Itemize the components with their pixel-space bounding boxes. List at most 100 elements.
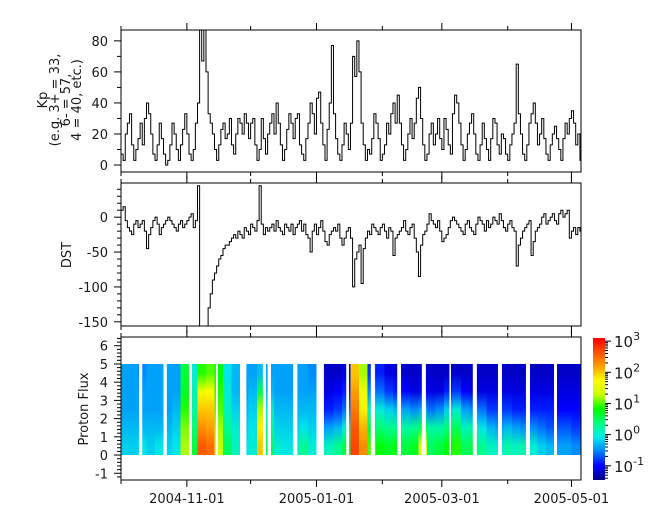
spectrogram-column	[129, 363, 139, 456]
spectrogram-column	[486, 363, 496, 456]
colorbar-tick-exponent: -1	[633, 455, 644, 468]
y-tick-label: 4	[100, 376, 108, 391]
x-tick-label: 2005-03-01	[404, 492, 480, 507]
colorbar-tick-base: 10	[614, 395, 633, 413]
panel-kp: 0 20 40 60 80 Kp(e.g. 3+ = 33,6- = 57,4 = 40,…	[36, 23, 582, 179]
y-tick-label: -1	[95, 467, 108, 482]
data-gap	[370, 362, 375, 457]
data-gap	[449, 362, 451, 457]
spectrogram-column	[154, 363, 165, 456]
y-tick-label: 40	[91, 97, 108, 112]
spectrogram-column	[503, 363, 513, 456]
data-gap	[188, 362, 193, 457]
plot-frame	[120, 29, 582, 173]
dst-series-line	[121, 185, 581, 326]
spectrogram-column	[460, 363, 471, 456]
y-tick-label: 80	[91, 35, 108, 50]
spectrogram-column	[528, 363, 539, 456]
spectrogram-column	[307, 363, 318, 456]
spectrogram-column	[537, 363, 547, 456]
spectrogram-column	[452, 363, 462, 456]
y-tick-label: 3	[100, 394, 108, 409]
panel-proton-flux: -1 0 1 2 3 4 5 6 Proton Flux	[77, 330, 582, 487]
spectrogram-column	[511, 363, 522, 456]
y-axis-title-line: (e.g. 3+ = 33,	[48, 54, 63, 147]
spectrogram-column	[197, 363, 207, 456]
panel-dst: -150 -100 -50 0 DST	[60, 176, 582, 333]
spectrogram-column	[205, 363, 216, 456]
data-gap	[525, 362, 531, 457]
colorbar-tick-base: 10	[614, 458, 633, 476]
spectrogram-column	[333, 363, 343, 456]
data-gap	[316, 362, 324, 457]
colorbar-tick-label: 10-1	[614, 455, 644, 476]
data-gap	[497, 362, 502, 457]
data-gap	[553, 362, 558, 457]
data-gap	[163, 362, 167, 457]
spectrogram-column	[222, 363, 233, 456]
spectrogram-column	[375, 363, 386, 456]
spectrogram	[121, 362, 581, 457]
kp-series-line	[121, 30, 581, 166]
x-tick-label: 2004-11-01	[149, 492, 225, 507]
spectrogram-column	[137, 363, 148, 456]
spectrogram-column	[426, 363, 437, 456]
spectrogram-column	[435, 363, 445, 456]
colorbar-scale	[593, 338, 605, 480]
y-tick-label: 0	[100, 449, 108, 464]
y-tick-label: 6	[100, 340, 108, 355]
spectrogram-column	[214, 363, 224, 456]
y-tick-label: 0	[100, 211, 108, 226]
y-axis-title-line: 4 = 40, etc.)	[70, 59, 85, 141]
spectrogram-column	[299, 363, 309, 456]
y-tick-label: 1	[100, 431, 108, 446]
data-gap	[421, 362, 426, 457]
colorbar-tick-base: 10	[614, 364, 633, 382]
y-tick-label: 2	[100, 413, 108, 428]
data-gap	[215, 362, 218, 457]
colorbar-tick-base: 10	[614, 427, 633, 445]
y-tick-label: -50	[87, 246, 108, 261]
colorbar-tick-label: 100	[614, 424, 640, 445]
spectrogram-column	[520, 363, 530, 456]
colorbar-tick-exponent: 2	[633, 361, 640, 374]
y-axis-title: DST	[60, 242, 75, 268]
spectrogram-column	[146, 363, 156, 456]
spectrogram-column	[384, 363, 394, 456]
y-axis-title-line: Kp	[36, 92, 51, 109]
spectrogram-column	[188, 363, 199, 456]
spectrogram-column	[350, 363, 360, 456]
y-tick-label: 60	[91, 66, 108, 81]
colorbar-tick-base: 10	[614, 333, 633, 351]
colorbar-tick-label: 102	[614, 361, 640, 382]
y-axis-title: Proton Flux	[77, 372, 92, 445]
data-gap	[472, 362, 477, 457]
spectrogram-column	[121, 363, 131, 456]
y-axis-title-line: 6- = 57,	[59, 74, 74, 127]
spectrogram-column	[554, 363, 564, 456]
y-tick-label: 20	[91, 128, 108, 143]
spectrogram-column	[443, 363, 454, 456]
spectrogram-column	[477, 363, 488, 456]
spectrogram-column	[562, 363, 573, 456]
spectrogram-column	[282, 363, 292, 456]
colorbar-tick-label: 103	[614, 330, 640, 351]
x-tick-label: 2005-01-01	[279, 492, 355, 507]
data-gap	[346, 362, 349, 457]
data-gap	[293, 362, 298, 457]
spectrogram-column	[571, 363, 581, 456]
spectrogram-column	[273, 363, 284, 456]
y-tick-label: -100	[78, 281, 108, 296]
spectrogram-column	[171, 363, 182, 456]
spectrogram-column	[163, 363, 173, 456]
colorbar-tick-exponent: 0	[633, 424, 640, 437]
spectrogram-column	[256, 363, 267, 456]
data-gap	[262, 362, 266, 457]
y-tick-label: -150	[78, 316, 108, 331]
spectrogram-column	[401, 363, 411, 456]
colorbar-tick-label: 101	[614, 392, 640, 413]
spectrogram-column	[545, 363, 556, 456]
